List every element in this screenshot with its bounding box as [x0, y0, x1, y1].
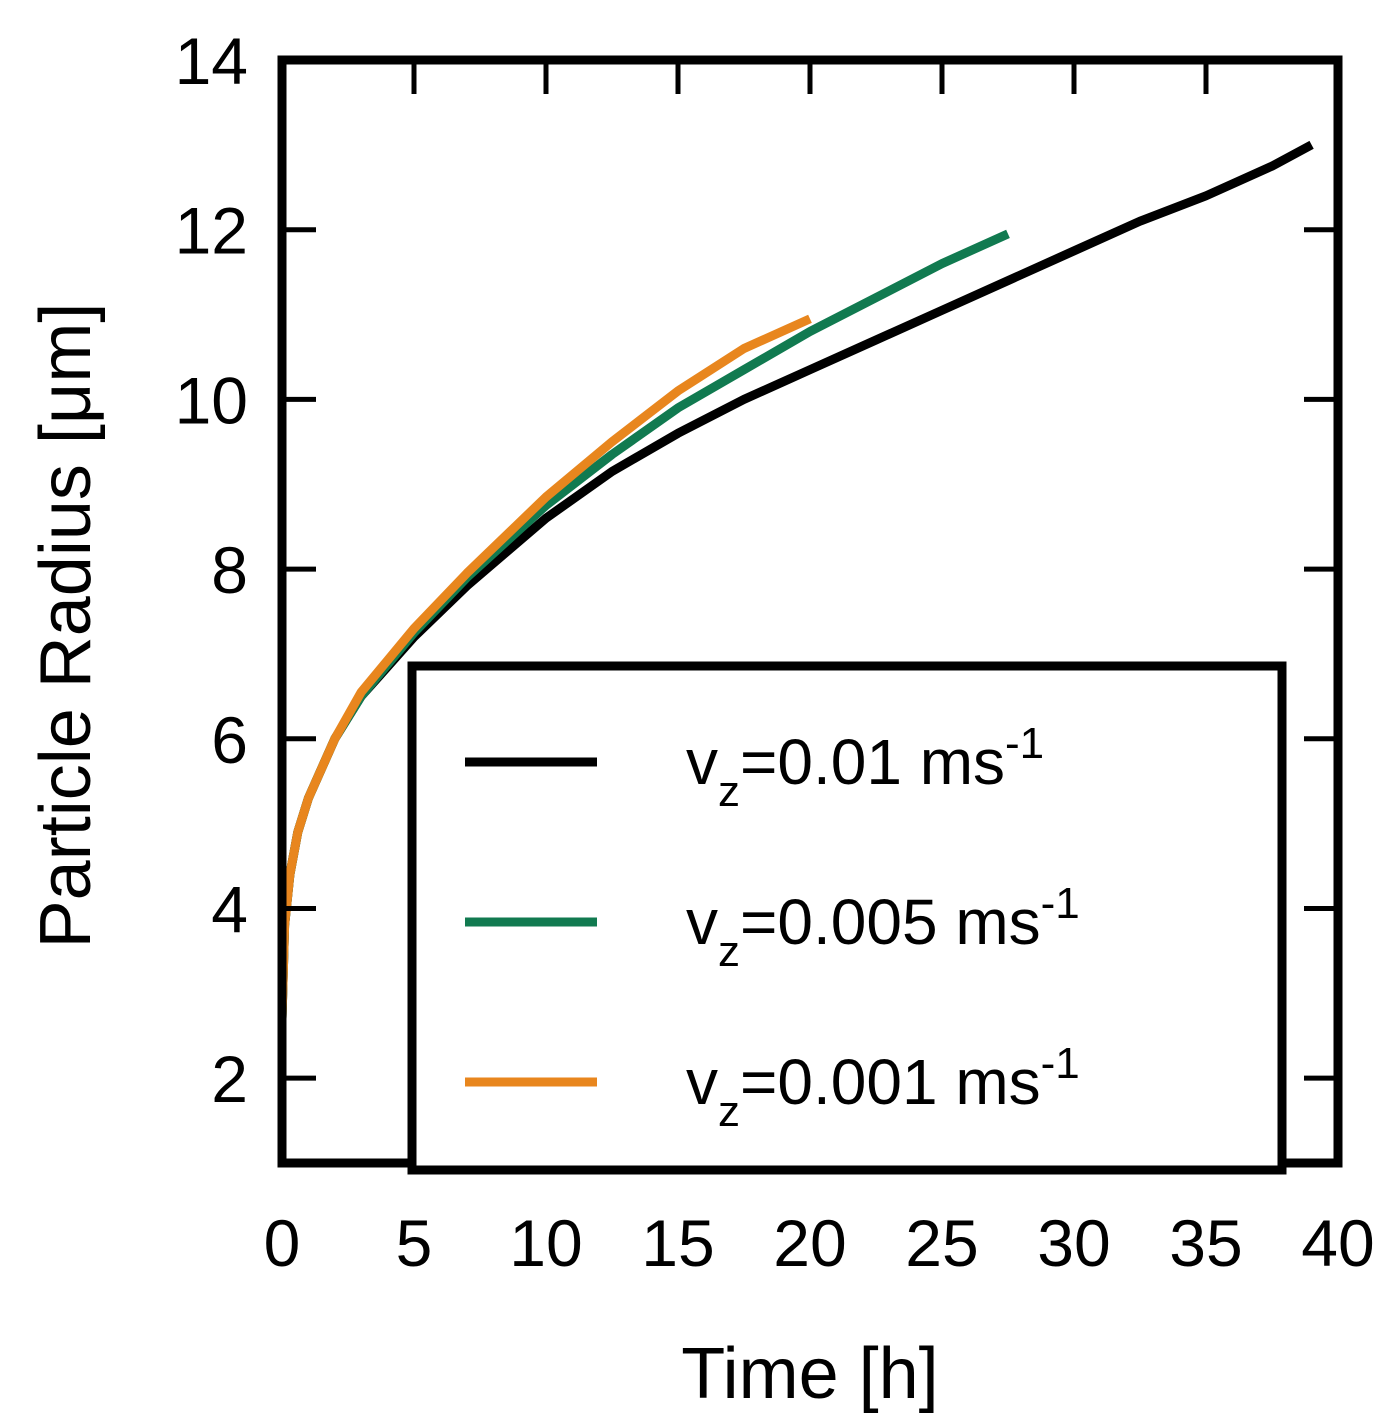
y-tick-label: 6	[211, 703, 248, 777]
x-axis-label: Time [h]	[681, 1334, 938, 1414]
y-axis-label: Particle Radius [μm]	[26, 303, 106, 949]
x-tick-label: 5	[396, 1206, 433, 1280]
x-tick-label: 30	[1037, 1206, 1110, 1280]
y-tick-label: 14	[175, 24, 248, 98]
x-tick-label: 15	[641, 1206, 714, 1280]
x-tick-label: 40	[1301, 1206, 1374, 1280]
legend-label-superscript: -1	[1005, 719, 1044, 768]
y-tick-label: 4	[211, 872, 248, 946]
legend-label-main: v	[686, 726, 718, 798]
series-layer	[277, 140, 1314, 1019]
x-tick-label: 20	[773, 1206, 846, 1280]
x-tick-label: 35	[1169, 1206, 1242, 1280]
series-line-2	[277, 314, 812, 1019]
legend-label-subscript: z	[718, 1087, 740, 1136]
legend-label-0: vz=0.01 ms-1	[686, 719, 1044, 816]
y-tick-label: 2	[211, 1042, 248, 1116]
legend-label-value: =0.001 ms	[740, 1046, 1041, 1118]
legend-label-2: vz=0.001 ms-1	[686, 1039, 1080, 1136]
y-tick-label: 8	[211, 533, 248, 607]
legend-entries: vz=0.01 ms-1vz=0.005 ms-1vz=0.001 ms-1	[465, 719, 1080, 1136]
x-tick-label: 0	[264, 1206, 301, 1280]
x-tick-label: 10	[509, 1206, 582, 1280]
legend-label-main: v	[686, 886, 718, 958]
legend: vz=0.01 ms-1vz=0.005 ms-1vz=0.001 ms-1	[407, 661, 1287, 1175]
legend-label-value: =0.005 ms	[740, 886, 1041, 958]
x-tick-label: 25	[905, 1206, 978, 1280]
legend-label-subscript: z	[718, 767, 740, 816]
legend-label-subscript: z	[718, 927, 740, 976]
legend-label-superscript: -1	[1041, 879, 1080, 928]
legend-label-1: vz=0.005 ms-1	[686, 879, 1080, 976]
legend-label-value: =0.01 ms	[740, 726, 1005, 798]
legend-label-main: v	[686, 1046, 718, 1118]
legend-label-superscript: -1	[1041, 1039, 1080, 1088]
tick-labels-layer: 0 5 10 15 20 25 30 35 40 2 4 6 8 10 12 14	[175, 24, 1375, 1280]
y-tick-label: 10	[175, 363, 248, 437]
y-tick-label: 12	[175, 194, 248, 268]
